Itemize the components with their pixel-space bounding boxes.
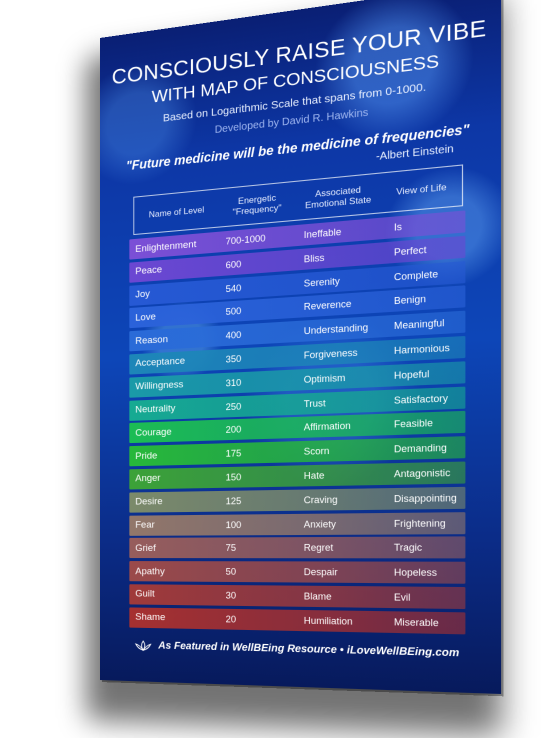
emotional-state: Blame	[299, 591, 389, 603]
level-name: Shame	[129, 612, 219, 625]
frequency-value: 175	[219, 447, 299, 460]
levels-table: Enlightenment 700-1000 Ineffable Is Peace 600…	[129, 210, 465, 637]
frequency-value: 310	[219, 374, 299, 388]
level-name: Anger	[129, 472, 219, 485]
frequency-value: 75	[219, 543, 299, 554]
level-name: Fear	[129, 519, 219, 531]
view-of-life: Meaningful	[389, 316, 465, 331]
frequency-value: 30	[219, 590, 299, 601]
emotional-state: Anxiety	[299, 518, 389, 529]
footer-text: As Featured in WellBEing Resource • iLov…	[158, 640, 459, 659]
view-of-life: Hopeful	[389, 367, 465, 381]
level-name: Guilt	[129, 589, 219, 601]
table-row: Anger 150 Hate Antagonistic	[129, 461, 465, 489]
level-name: Pride	[129, 448, 219, 462]
table-row: Grief 75 Regret Tragic	[129, 537, 465, 559]
header-view: View of Life	[381, 180, 462, 198]
frequency-value: 125	[219, 495, 299, 507]
view-of-life: Feasible	[389, 417, 465, 430]
emotional-state: Understanding	[299, 321, 389, 337]
frequency-value: 20	[219, 614, 299, 626]
footer: As Featured in WellBEing Resource • iLov…	[100, 639, 501, 661]
emotional-state: Scorn	[299, 444, 389, 457]
emotional-state: Hate	[299, 469, 389, 482]
emotional-state: Reverence	[299, 296, 389, 312]
table-row: Shame 20 Humiliation Miserable	[129, 607, 465, 634]
view-of-life: Benign	[389, 291, 465, 307]
emotional-state: Forgiveness	[299, 346, 389, 361]
level-name: Willingness	[129, 378, 219, 393]
level-name: Courage	[129, 425, 219, 439]
view-of-life: Hopeless	[389, 567, 465, 578]
emotional-state: Humiliation	[299, 615, 389, 627]
level-name: Grief	[129, 542, 219, 553]
level-name: Love	[129, 307, 219, 324]
level-name: Acceptance	[129, 354, 219, 370]
emotional-state: Optimism	[299, 370, 389, 385]
table-row: Guilt 30 Blame Evil	[129, 584, 465, 609]
emotional-state: Ineffable	[299, 222, 389, 240]
emotional-state: Regret	[299, 543, 389, 554]
frequency-value: 350	[219, 350, 299, 365]
view-of-life: Is	[389, 216, 465, 233]
frequency-value: 700-1000	[219, 230, 299, 247]
header-emotion: Associated Emotional State	[295, 182, 381, 211]
frequency-value: 100	[219, 519, 299, 530]
table-row: Desire 125 Craving Disappointing	[129, 487, 465, 513]
level-name: Neutrality	[129, 401, 219, 416]
view-of-life: Perfect	[389, 241, 465, 258]
view-of-life: Satisfactory	[389, 392, 465, 406]
emotional-state: Trust	[299, 395, 389, 409]
frequency-value: 400	[219, 326, 299, 341]
header-level: Name of Level	[134, 203, 219, 221]
frequency-value: 50	[219, 567, 299, 578]
view-of-life: Harmonious	[389, 341, 465, 356]
level-name: Enlightenment	[129, 236, 219, 255]
frequency-value: 200	[219, 422, 299, 435]
level-name: Peace	[129, 260, 219, 278]
level-name: Desire	[129, 495, 219, 508]
quote-author: -Albert Einstein	[376, 143, 454, 163]
emotional-state: Serenity	[299, 272, 389, 289]
frequency-value: 500	[219, 302, 299, 318]
frequency-value: 150	[219, 471, 299, 483]
view-of-life: Frightening	[389, 517, 465, 529]
emotional-state: Affirmation	[299, 419, 389, 433]
view-of-life: Evil	[389, 592, 465, 604]
view-of-life: Disappointing	[389, 492, 465, 504]
header-frequency: Energetic "Frequency"	[219, 190, 295, 218]
table-row: Fear 100 Anxiety Frightening	[129, 512, 465, 536]
view-of-life: Complete	[389, 266, 465, 282]
table-row: Apathy 50 Despair Hopeless	[129, 561, 465, 584]
lotus-icon	[134, 640, 152, 652]
emotional-state: Craving	[299, 493, 389, 505]
view-of-life: Tragic	[389, 542, 465, 553]
frequency-value: 600	[219, 254, 299, 271]
view-of-life: Miserable	[389, 616, 465, 628]
frequency-value: 540	[219, 278, 299, 294]
level-name: Apathy	[129, 566, 219, 578]
view-of-life: Antagonistic	[389, 467, 465, 479]
emotional-state: Despair	[299, 567, 389, 578]
view-of-life: Demanding	[389, 442, 465, 455]
poster: CONSCIOUSLY RAISE YOUR VIBE WITH MAP OF …	[100, 0, 501, 694]
frequency-value: 250	[219, 398, 299, 412]
level-name: Joy	[129, 283, 219, 301]
level-name: Reason	[129, 331, 219, 347]
emotional-state: Bliss	[299, 247, 389, 265]
